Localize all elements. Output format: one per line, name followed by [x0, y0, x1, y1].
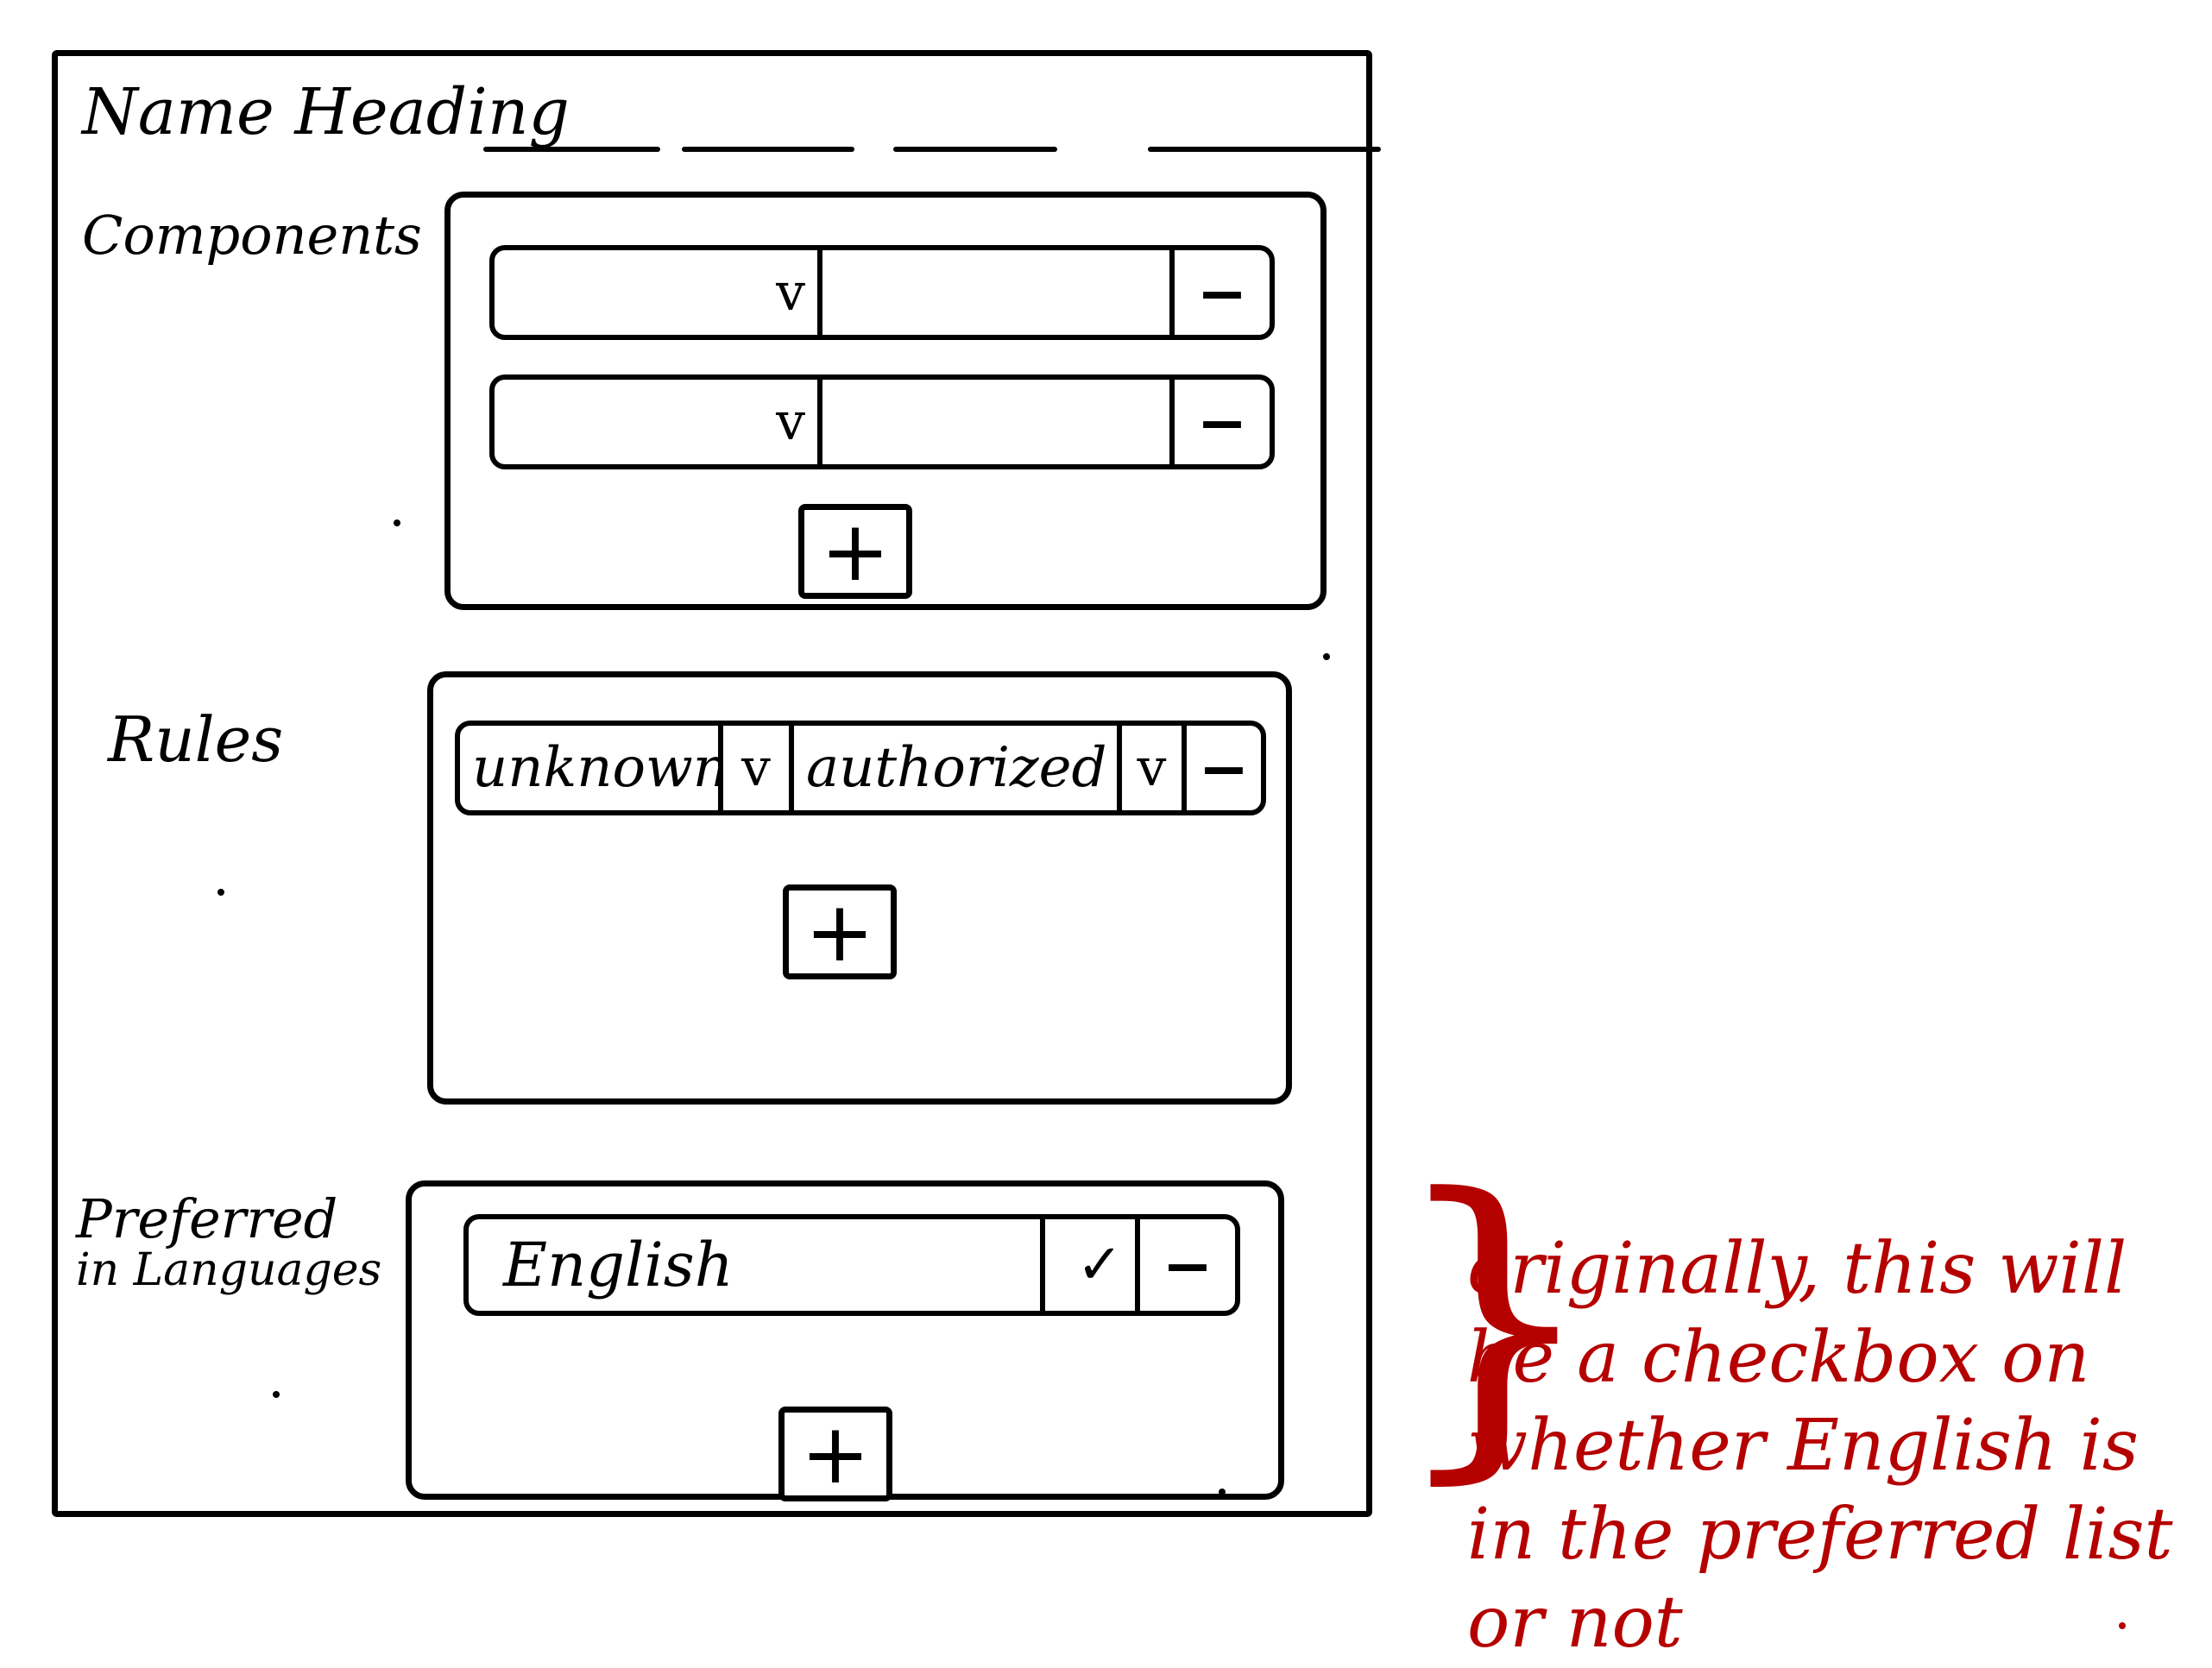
rule-row: unknown v authorized v − — [455, 721, 1266, 815]
component-value-field[interactable] — [822, 250, 1175, 335]
chevron-down-icon: v — [741, 738, 771, 798]
language-row: English ✓ − — [463, 1214, 1240, 1316]
component-value-field[interactable] — [822, 380, 1175, 464]
minus-icon: − — [1163, 1230, 1213, 1301]
components-label: Components — [82, 207, 422, 263]
checkmark-icon: ✓ — [1076, 1233, 1123, 1297]
chevron-down-icon: v — [776, 392, 805, 452]
add-component-button[interactable]: + — [798, 504, 912, 599]
minus-icon: − — [1197, 257, 1248, 329]
component-row: v − — [489, 375, 1275, 469]
remove-component-button[interactable]: − — [1175, 250, 1270, 335]
heading-divider — [483, 147, 660, 152]
chevron-down-icon: v — [776, 262, 805, 323]
add-rule-button[interactable]: + — [783, 884, 897, 979]
language-name[interactable]: English — [469, 1219, 1045, 1311]
component-select[interactable]: v — [495, 380, 822, 464]
add-language-button[interactable]: + — [778, 1407, 892, 1501]
minus-icon: − — [1199, 733, 1250, 804]
component-row: v − — [489, 245, 1275, 340]
stray-dot — [2119, 1622, 2126, 1629]
chevron-down-icon: v — [1138, 738, 1167, 798]
components-panel: v − v − + — [444, 192, 1327, 610]
stray-dot — [217, 889, 224, 896]
rule-status-dropdown-toggle[interactable]: v — [723, 726, 794, 810]
rules-panel: unknown v authorized v − + — [427, 671, 1292, 1105]
plus-icon: + — [805, 891, 874, 973]
rule-result-dropdown-toggle[interactable]: v — [1122, 726, 1187, 810]
languages-panel: English ✓ − + — [406, 1180, 1284, 1500]
minus-icon: − — [1197, 387, 1248, 458]
language-preferred-checkbox[interactable]: ✓ — [1045, 1219, 1140, 1311]
rules-label: Rules — [108, 708, 283, 773]
rule-result-select[interactable]: authorized — [794, 726, 1122, 810]
rule-status-select[interactable]: unknown — [460, 726, 723, 810]
heading-divider — [1148, 147, 1381, 152]
component-select[interactable]: v — [495, 250, 822, 335]
name-heading: Name Heading — [82, 79, 570, 147]
annotation-note: originally, this will be a checkbox on w… — [1467, 1225, 2209, 1668]
heading-divider — [682, 147, 854, 152]
stray-dot — [273, 1391, 280, 1398]
remove-component-button[interactable]: − — [1175, 380, 1270, 464]
remove-rule-button[interactable]: − — [1187, 726, 1261, 810]
preferred-languages-label-line2: in Languages — [76, 1247, 381, 1294]
remove-language-button[interactable]: − — [1140, 1219, 1235, 1311]
plus-icon: + — [821, 510, 890, 593]
preferred-languages-label-line1: Preferred — [76, 1191, 381, 1247]
plus-icon: + — [801, 1413, 870, 1495]
stray-dot — [1323, 653, 1330, 660]
stray-dot — [394, 519, 400, 526]
stray-dot — [1219, 1489, 1226, 1495]
preferred-languages-label: Preferred in Languages — [76, 1191, 381, 1294]
heading-divider — [893, 147, 1057, 152]
